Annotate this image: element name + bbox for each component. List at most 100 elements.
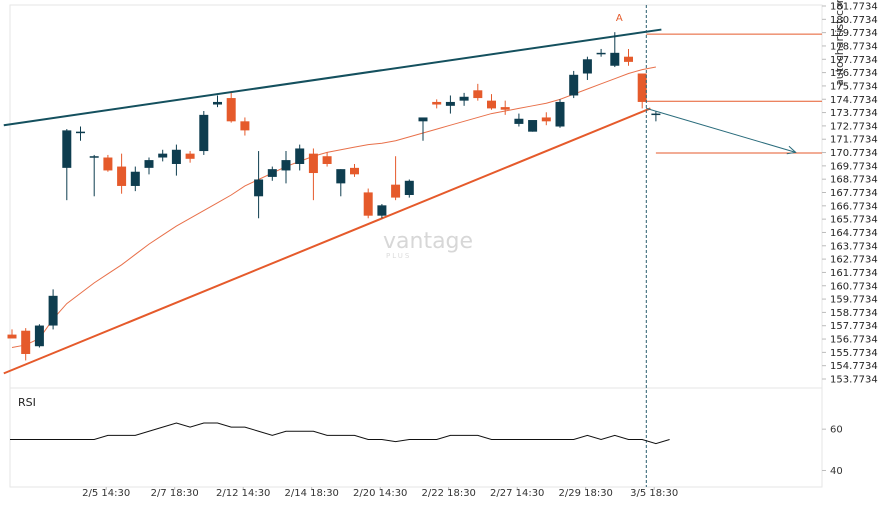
candle-body [7,334,17,339]
candle-body [555,101,565,127]
candle-body [34,325,44,347]
candle-body [459,96,469,101]
y-tick-label: 175.7734 [830,81,878,92]
candle [158,149,168,162]
candle [48,289,58,330]
candle-body [445,101,455,106]
rsi-panel: RSI 60 40 [10,396,843,477]
y-tick-label: 156.7734 [830,335,878,346]
y-tick-label: 176.7734 [830,68,878,79]
candle [473,83,483,101]
annotations-layer: A [616,5,822,487]
y-tick-label: 167.7734 [830,188,878,199]
y-tick-label: 177.7734 [830,55,878,66]
candle-body [21,330,31,354]
candle [541,112,551,126]
candle [624,48,633,66]
y-tick-label: 165.7734 [830,215,878,226]
candle [267,166,277,181]
candle [555,99,565,128]
y-tick-label: 172.7734 [830,121,878,132]
candle [418,117,428,141]
candle [336,169,346,197]
y-tick-label: 159.7734 [830,295,878,306]
x-tick-label: 2/29 18:30 [558,488,612,499]
price-axis: 181.7734 180.7734 179.7734 178.7734 177.7734… [822,2,878,386]
candle [487,94,496,110]
candle [651,110,661,122]
y-tick-label: 179.7734 [830,28,878,39]
candle [569,70,579,99]
candle [199,110,209,155]
candle [144,157,154,175]
candle-body [473,90,483,99]
candle [281,151,291,184]
candle-body [267,169,277,177]
watermark: vantage PLUS [383,229,473,260]
y-tick-label: 181.7734 [830,2,878,13]
moving-average-line [11,66,656,349]
candle [76,126,85,141]
candle-body [226,98,236,122]
candle [528,120,538,132]
resistance-trendline [3,28,662,127]
candle-body [322,156,332,164]
y-tick-label: 174.7734 [830,95,878,106]
candle-body [295,148,305,164]
support-trendline [3,107,651,375]
candle [130,166,140,192]
candle-body [418,117,428,122]
y-tick-label: 173.7734 [830,108,878,119]
x-tick-label: 3/5 18:30 [630,488,678,499]
candle-body [76,131,85,134]
candle-body [144,160,154,168]
watermark-subtext: PLUS [386,252,411,260]
y-tick-label: 171.7734 [830,135,878,146]
candle [89,154,99,197]
candle-body [514,118,524,124]
candle-body [254,179,264,197]
candle-body [404,180,414,195]
projection-arrow-head [786,145,797,155]
candle-body [117,166,127,186]
candle-body [240,121,250,131]
moving-average-layer [11,66,656,349]
x-tick-label: 2/14 18:30 [284,488,338,499]
candle-body [528,120,538,132]
y-tick-label: 178.7734 [830,41,878,52]
candle [295,144,305,171]
candle-body [48,295,58,326]
candle [322,152,332,167]
x-tick-label: 2/20 14:30 [353,488,407,499]
candle [21,328,31,361]
candle-body [432,101,442,105]
rsi-tick-label: 60 [830,425,843,436]
candle-body [62,130,72,168]
candle-body [199,114,209,152]
brand-label: autochartist.com [833,0,846,86]
candle-body [651,113,661,116]
y-tick-label: 163.7734 [830,241,878,252]
candle [308,148,318,201]
y-tick-label: 162.7734 [830,255,878,266]
y-tick-label: 160.7734 [830,281,878,292]
candle [171,144,181,176]
candle [363,188,373,219]
candle [62,129,72,201]
candle [7,329,17,339]
candle-body [596,52,606,55]
rsi-line [10,422,670,445]
rsi-tick-label: 40 [830,466,843,477]
candle-body [130,171,140,186]
x-tick-label: 2/27 14:30 [490,488,544,499]
x-tick-label: 2/5 14:30 [82,488,130,499]
candle [445,95,455,114]
y-tick-label: 166.7734 [830,201,878,212]
candle [637,73,647,109]
candle-body [541,117,551,122]
candle-body [363,192,373,216]
pattern-point-label: A [616,13,623,24]
time-axis: 2/5 14:30 2/7 18:30 2/12 14:30 2/14 18:30 2/… [82,487,678,499]
candle-body [213,101,222,105]
